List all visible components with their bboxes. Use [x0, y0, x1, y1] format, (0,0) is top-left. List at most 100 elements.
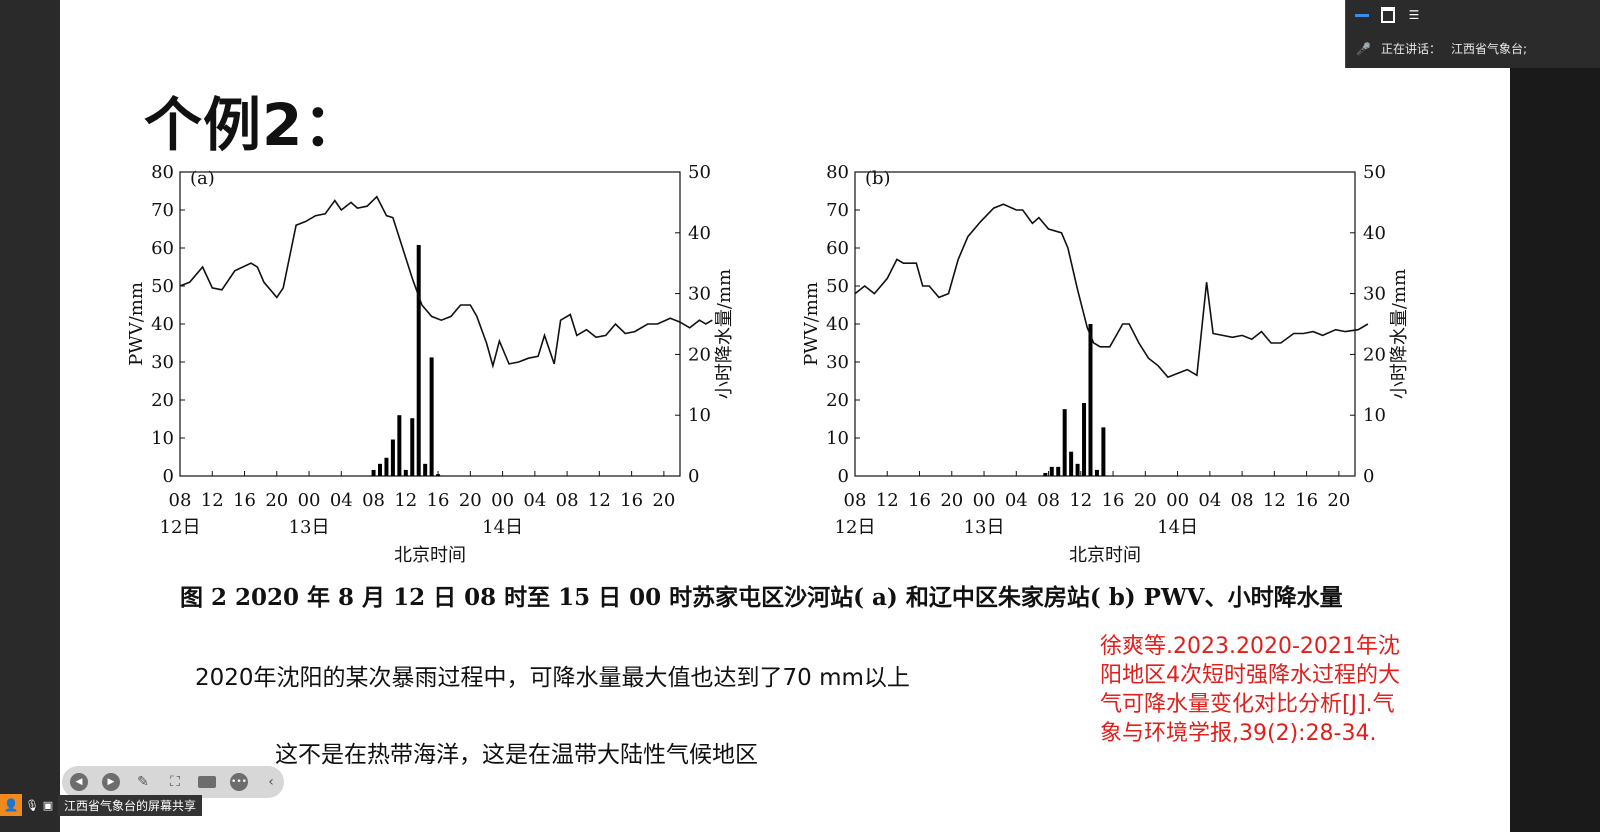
rain-bar	[1056, 466, 1061, 476]
y-right-axis-label: 小时降水量/mm	[714, 269, 735, 399]
y-left-tick-label: 60	[826, 238, 849, 259]
x-tick-label: 08	[1037, 490, 1060, 511]
x-tick-label: 12	[1069, 490, 1092, 511]
x-tick-label: 00	[491, 490, 514, 511]
x-tick-label: 08	[1231, 490, 1254, 511]
y-left-tick-label: 20	[151, 390, 174, 411]
x-tick-label: 08	[556, 490, 579, 511]
body-text-line2: 这不是在热带海洋，这是在温带大陆性气候地区	[275, 742, 758, 768]
x-tick-label: 16	[1295, 490, 1318, 511]
y-right-tick-label: 50	[688, 162, 711, 183]
x-tick-label: 16	[233, 490, 256, 511]
x-tick-label: 20	[652, 490, 675, 511]
x-tick-label: 12	[588, 490, 611, 511]
rain-bar	[1062, 409, 1067, 476]
user-icon: 👤	[0, 794, 22, 816]
date-label: 14日	[482, 517, 523, 538]
rain-bar	[1049, 466, 1054, 476]
date-label: 13日	[964, 517, 1005, 538]
x-tick-label: 16	[1102, 490, 1125, 511]
screen-icon[interactable]: ▣	[42, 798, 54, 812]
rain-bar	[1043, 472, 1048, 476]
x-tick-label: 12	[394, 490, 417, 511]
x-tick-label: 08	[169, 490, 192, 511]
y-right-tick-label: 20	[1363, 344, 1386, 365]
body-text-line1: 2020年沈阳的某次暴雨过程中，可降水量最大值也达到了70 mm以上	[195, 665, 910, 691]
menu-icon[interactable]: ☰	[1408, 8, 1420, 22]
date-label: 13日	[289, 517, 330, 538]
y-right-tick-label: 10	[688, 405, 711, 426]
mic-icon[interactable]: 🎙	[25, 798, 39, 812]
rain-bar	[397, 415, 402, 476]
y-left-tick-label: 80	[826, 162, 849, 183]
rain-bar	[403, 469, 408, 476]
y-left-tick-label: 70	[826, 200, 849, 221]
slide-title: 个例2：	[144, 91, 363, 159]
y-right-tick-label: 30	[1363, 284, 1386, 305]
y-left-tick-label: 50	[826, 276, 849, 297]
next-icon[interactable]: ▶	[100, 771, 122, 793]
panel-label: (a)	[190, 168, 215, 189]
speaker-name: 江西省气象台;	[1450, 42, 1528, 56]
y-right-tick-label: 40	[688, 223, 711, 244]
speaking-indicator: 🎤 正在讲话： 江西省气象台;	[1356, 40, 1527, 57]
y-right-tick-label: 30	[688, 284, 711, 305]
x-tick-label: 20	[1134, 490, 1157, 511]
rain-bar	[410, 418, 415, 476]
y-left-tick-label: 80	[151, 162, 174, 183]
prev-icon[interactable]: ◀	[68, 771, 90, 793]
rain-bar	[1101, 427, 1106, 476]
y-right-tick-label: 0	[1363, 466, 1374, 487]
date-label: 12日	[160, 517, 201, 538]
y-left-tick-label: 10	[151, 428, 174, 449]
y-left-tick-label: 0	[838, 466, 849, 487]
window-icon[interactable]	[1380, 7, 1396, 23]
collapse-icon[interactable]: ‹	[268, 774, 274, 790]
rain-bar	[416, 244, 421, 476]
y-left-tick-label: 10	[826, 428, 849, 449]
x-tick-label: 04	[330, 490, 353, 511]
more-icon[interactable]: •••	[228, 771, 250, 793]
camera-icon[interactable]	[196, 771, 218, 793]
presentation-slide: 个例2： 0 10 20 30 40 50 60 70 80 0 10 20 30 40 50 08 12 16 2…	[60, 0, 1510, 832]
rain-bar	[371, 469, 376, 476]
screen-share-label: 江西省气象台的屏幕共享	[58, 794, 203, 816]
y-left-tick-label: 20	[826, 390, 849, 411]
x-tick-label: 04	[523, 490, 546, 511]
minimize-icon[interactable]	[1354, 8, 1370, 22]
y-left-tick-label: 70	[151, 200, 174, 221]
x-tick-label: 08	[844, 490, 867, 511]
y-left-axis-label: PWV/mm	[126, 282, 147, 366]
y-left-tick-label: 50	[151, 276, 174, 297]
pwv-line	[179, 195, 713, 369]
y-left-tick-label: 30	[826, 352, 849, 373]
y-right-tick-label: 40	[1363, 223, 1386, 244]
x-tick-label: 20	[1327, 490, 1350, 511]
rain-bar	[429, 357, 434, 476]
date-label: 14日	[1157, 517, 1198, 538]
y-left-tick-label: 0	[163, 466, 174, 487]
rain-bar	[1088, 324, 1093, 476]
rain-bar	[1075, 463, 1080, 476]
y-left-tick-label: 30	[151, 352, 174, 373]
x-tick-label: 00	[298, 490, 321, 511]
figure-caption: 图 2 2020 年 8 月 12 日 08 时至 15 日 00 时苏家屯区沙…	[180, 584, 1343, 611]
x-tick-label: 20	[265, 490, 288, 511]
rain-bar	[436, 474, 441, 476]
x-axis-label: 北京时间	[1069, 545, 1141, 566]
y-left-tick-label: 60	[151, 238, 174, 259]
x-tick-label: 16	[620, 490, 643, 511]
citation-text: 徐爽等.2023.2020-2021年沈阳地区4次短时强降水过程的大气可降水量变…	[1100, 634, 1400, 746]
left-window-edge	[0, 0, 60, 832]
chart-a: 0 10 20 30 40 50 60 70 80 0 10 20 30 40 50 08 12 16 20 00 04…	[126, 162, 735, 566]
x-tick-label: 00	[973, 490, 996, 511]
pen-icon[interactable]: ✎	[137, 774, 149, 790]
y-right-tick-label: 20	[688, 344, 711, 365]
y-right-tick-label: 10	[1363, 405, 1386, 426]
rain-bar	[423, 463, 428, 476]
screenshot-icon[interactable]: ⛶	[170, 774, 180, 790]
right-window-edge	[1510, 0, 1600, 832]
chart-b: 0 10 20 30 40 50 60 70 80 0 10 20 30 40 50 08 12 16 20 00 04…	[801, 162, 1410, 566]
x-tick-label: 12	[201, 490, 224, 511]
x-tick-label: 08	[362, 490, 385, 511]
